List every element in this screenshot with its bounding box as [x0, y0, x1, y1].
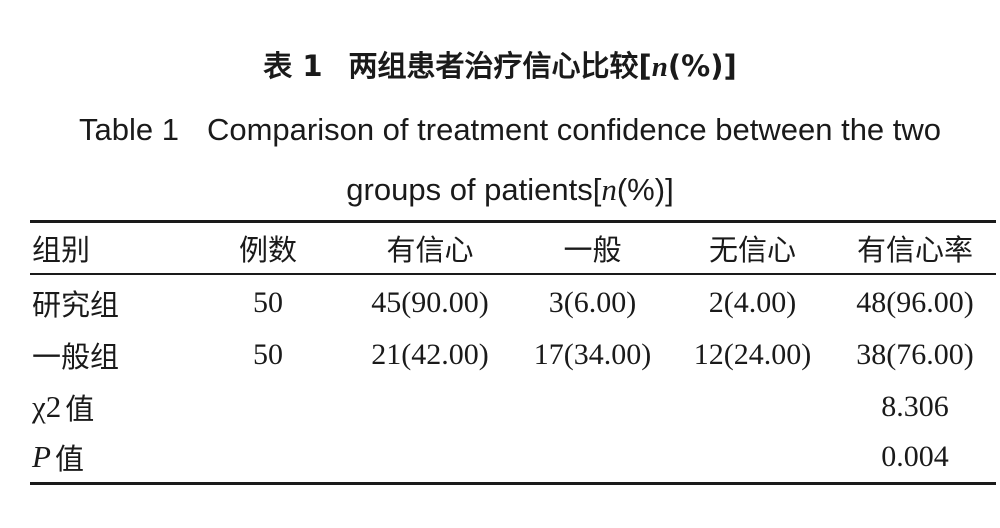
row-confident: 21(42.00) — [371, 338, 489, 371]
row-confidence-rate: 48(96.00) — [856, 286, 974, 319]
header-not-confident: 无信心 — [708, 233, 796, 267]
row-not-confident: 2(4.00) — [708, 286, 797, 319]
row-confidence-rate: 38(76.00) — [856, 338, 974, 371]
table-caption-cn: 表 1 两组患者治疗信心比较[n(%)] — [0, 44, 1000, 89]
row-neutral: 17(34.00) — [533, 338, 652, 371]
chi-value-label: 值 — [65, 392, 95, 426]
table-bottom-rule — [30, 482, 996, 485]
row-group-label: 一般组 — [32, 340, 120, 374]
caption-en-line2-suffix: (%)] — [616, 172, 674, 207]
chi-square-value: 8.306 — [881, 390, 949, 423]
table-row: 研究组 50 45(90.00) 3(6.00) 2(4.00) 48(96.0… — [0, 277, 1000, 329]
row-confident: 45(90.00) — [371, 286, 489, 319]
row-neutral: 3(6.00) — [548, 286, 637, 319]
row-not-confident: 12(24.00) — [693, 338, 812, 371]
chi-superscript: 2 — [45, 389, 62, 424]
table-row: 一般组 50 21(42.00) 17(34.00) 12(24.00) 38(… — [0, 329, 1000, 381]
row-count: 50 — [253, 338, 283, 371]
row-count: 50 — [253, 286, 283, 319]
table-caption-en: Table 1 Comparison of treatment confidenc… — [40, 100, 980, 220]
row-group-label: 研究组 — [32, 288, 120, 322]
table-header-rule — [30, 273, 996, 275]
caption-en-line1: Table 1 Comparison of treatment confidenc… — [40, 100, 980, 160]
header-group: 组别 — [32, 233, 91, 267]
caption-en-text: Comparison of treatment confidence betwe… — [206, 112, 942, 147]
caption-cn-suffix: (%)] — [667, 49, 737, 83]
p-symbol: P — [32, 439, 51, 474]
table-number-cn: 表 1 — [263, 49, 323, 83]
caption-cn-text: 两组患者治疗信心比较[ — [348, 49, 652, 83]
table-top-rule — [30, 220, 996, 223]
header-neutral: 一般 — [563, 233, 622, 267]
caption-en-line2-text: groups of patients[ — [346, 172, 602, 207]
table-number-en: Table 1 — [78, 112, 179, 147]
n-symbol: n — [601, 172, 617, 207]
header-count: 例数 — [238, 233, 297, 267]
header-confidence-rate: 有信心率 — [856, 233, 973, 267]
table-header-row: 组别 例数 有信心 一般 无信心 有信心率 — [0, 223, 1000, 273]
header-confident: 有信心 — [386, 233, 474, 267]
p-value: 0.004 — [881, 440, 949, 473]
p-value-label-text: 值 — [54, 442, 84, 476]
chi-symbol: χ — [32, 389, 46, 424]
n-symbol: n — [651, 51, 668, 83]
caption-en-line2: groups of patients[n(%)] — [40, 160, 980, 220]
